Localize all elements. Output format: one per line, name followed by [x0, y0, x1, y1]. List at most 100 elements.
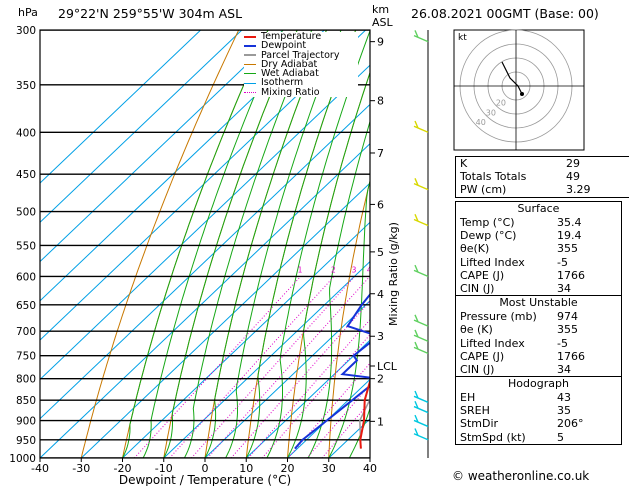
isotherm-line	[80, 182, 370, 458]
km-tick-label: 8	[377, 95, 384, 108]
km-tick-label: 1	[377, 415, 384, 428]
x-tick-label: -40	[31, 462, 49, 475]
legend-dry-adiabat: Dry Adiabat	[244, 59, 358, 69]
wind-barb	[413, 213, 429, 227]
isotherm-line	[40, 30, 325, 302]
isotherm-line	[245, 339, 370, 458]
index-row-pw: PW (cm) 3.29	[460, 183, 591, 197]
x-tick-label: -10	[155, 462, 173, 475]
km-tick-label: 5	[377, 246, 384, 259]
legend-temperature: Temperature	[244, 32, 358, 41]
mixing-ratio-line	[169, 276, 335, 458]
surface-row: Dewp (°C) 19.4	[460, 229, 582, 243]
hodograph-frame	[453, 29, 585, 151]
legend-mixing-ratio: Mixing Ratio	[244, 87, 358, 97]
wind-barb	[413, 428, 429, 441]
pressure-tick-label: 750	[16, 351, 36, 363]
pressure-tick-label: 800	[16, 374, 36, 386]
dewpoint-series	[294, 292, 370, 450]
pressure-tick-label: 350	[16, 80, 36, 92]
mixing-ratio-label: 8	[405, 265, 410, 274]
hodograph-row: StmDir 206°	[460, 417, 584, 431]
x-tick-label: 30	[322, 462, 336, 475]
mixing-ratio-line	[133, 276, 301, 458]
hodograph-row: EH 43	[460, 391, 571, 405]
most-unstable-row: CIN (J) 34	[460, 362, 571, 376]
legend-isotherm: Isotherm	[244, 78, 358, 88]
most-unstable-row: Lifted Index -5	[460, 336, 568, 350]
isotherm-line	[204, 300, 370, 458]
copyright-label: © weatheronline.co.uk	[452, 469, 590, 483]
mixing-ratio-label: 4	[367, 265, 372, 274]
isotherm-line	[287, 378, 370, 458]
surface-title: Surface	[517, 202, 560, 215]
temperature-series	[359, 378, 370, 449]
pressure-tick-label: 950	[16, 435, 36, 447]
wind-barb	[413, 400, 429, 414]
most-unstable-row: θe (K) 355	[460, 323, 578, 337]
hodograph-row: StmSpd (kt) 5	[460, 430, 564, 444]
index-row-k: K 29	[460, 157, 580, 170]
datetime-label: 26.08.2021 00GMT (Base: 00)	[411, 6, 599, 21]
pressure-tick-label: 700	[16, 326, 36, 338]
chart-legend: Temperature Dewpoint Parcel Trajectory D…	[244, 32, 358, 97]
surface-row: θe(K) 355	[460, 242, 578, 256]
km-tick-label: 4	[377, 288, 384, 301]
indices-top-table: K 29 Totals Totals 49 PW (cm) 3.29	[455, 156, 629, 198]
legend-parcel: Parcel Trajectory	[244, 50, 358, 60]
surface-row: CAPE (J) 1766	[460, 268, 585, 282]
mixing-ratio-line	[207, 276, 370, 458]
pressure-tick-label: 500	[16, 207, 36, 219]
x-tick-label: 20	[281, 462, 295, 475]
isotherm-line	[40, 103, 370, 420]
x-tick-label: -20	[114, 462, 132, 475]
pressure-tick-label: 900	[16, 416, 36, 428]
wind-barb	[413, 329, 429, 342]
pressure-tick-label: 600	[16, 271, 36, 283]
mixing-ratio-label: 15	[443, 265, 453, 274]
hodograph-unit-label: kt	[458, 33, 467, 43]
km-label: km	[372, 3, 390, 16]
wind-barb	[413, 264, 429, 278]
wind-barb	[413, 120, 429, 133]
wind-barb	[413, 30, 429, 43]
mixing-ratio-label: 3	[352, 265, 357, 274]
pressure-tick-label: 550	[16, 240, 36, 252]
surface-row: CIN (J) 34	[460, 281, 571, 295]
isotherm-line	[40, 30, 202, 184]
pressure-tick-label: 850	[16, 395, 36, 407]
isotherm-line	[163, 260, 370, 458]
pressure-tick-label: 1000	[9, 453, 36, 465]
surface-row: Lifted Index -5	[460, 255, 568, 269]
pressure-tick-label: 650	[16, 300, 36, 312]
hodograph-trace	[501, 61, 523, 95]
hodograph-storm-marker	[520, 92, 524, 96]
wind-barb	[413, 178, 429, 191]
most-unstable-row: CAPE (J) 1766	[460, 349, 585, 363]
x-tick-label: 0	[202, 462, 209, 475]
hodograph-ring-label: 20	[496, 99, 506, 108]
isotherm-line	[40, 30, 367, 341]
most-unstable-row: Pressure (mb) 974	[460, 310, 578, 324]
x-tick-label: 10	[239, 462, 253, 475]
hodograph-row: SREH 35	[460, 404, 571, 418]
mixing-ratio-axis-title: Mixing Ratio (g/kg)	[387, 222, 400, 326]
km-tick-label: 9	[377, 36, 384, 49]
x-tick-label: 40	[363, 462, 377, 475]
x-tick-label: -30	[72, 462, 90, 475]
isotherm-line	[40, 30, 284, 263]
km-tick-label: LCL	[377, 360, 398, 373]
x-axis-title: Dewpoint / Temperature (°C)	[119, 473, 291, 486]
pressure-tick-label: 400	[16, 127, 36, 139]
km-tick-label: 7	[377, 147, 384, 160]
isotherm-line	[40, 30, 243, 223]
legend-dewpoint: Dewpoint	[244, 41, 358, 51]
pressure-tick-label: 450	[16, 169, 36, 181]
location-label: 29°22'N 259°55'W 304m ASL	[58, 6, 243, 21]
wind-barb	[413, 341, 429, 354]
asl-label: ASL	[372, 16, 393, 29]
plot-area: 12346810152025	[40, 30, 453, 458]
hpa-label: hPa	[18, 6, 38, 19]
wind-barb	[413, 314, 429, 327]
